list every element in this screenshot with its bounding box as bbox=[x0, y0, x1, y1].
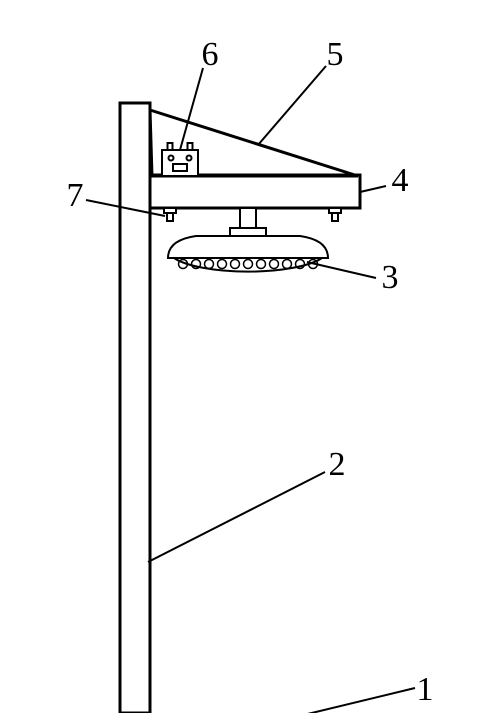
led-bulb bbox=[257, 260, 266, 269]
pole bbox=[120, 103, 150, 713]
led-bulb bbox=[205, 260, 214, 269]
callout-label-6: 6 bbox=[202, 36, 219, 73]
callout-label-3: 3 bbox=[382, 259, 399, 296]
lamp-assembly bbox=[168, 208, 328, 272]
bolt-left bbox=[164, 208, 176, 221]
led-bulb bbox=[283, 260, 292, 269]
leader-line-2 bbox=[148, 472, 325, 562]
leader-line-1 bbox=[200, 688, 415, 713]
bolt-right bbox=[329, 208, 341, 221]
led-bulb bbox=[218, 260, 227, 269]
leader-line-5 bbox=[258, 66, 326, 145]
street-light-diagram: 1 2 3 4 5 6 7 bbox=[0, 0, 504, 713]
callout-label-7: 7 bbox=[67, 177, 84, 214]
leader-line-4 bbox=[360, 186, 386, 192]
led-bulb bbox=[270, 260, 279, 269]
callout-label-1: 1 bbox=[417, 671, 434, 708]
leader-line-3 bbox=[307, 262, 376, 278]
leader-line-6 bbox=[180, 68, 203, 150]
callout-label-5: 5 bbox=[327, 36, 344, 73]
led-bulb bbox=[244, 260, 253, 269]
led-bulb bbox=[231, 260, 240, 269]
callout-label-4: 4 bbox=[392, 162, 409, 199]
horizontal-arm bbox=[150, 175, 360, 208]
callout-label-2: 2 bbox=[329, 446, 346, 483]
